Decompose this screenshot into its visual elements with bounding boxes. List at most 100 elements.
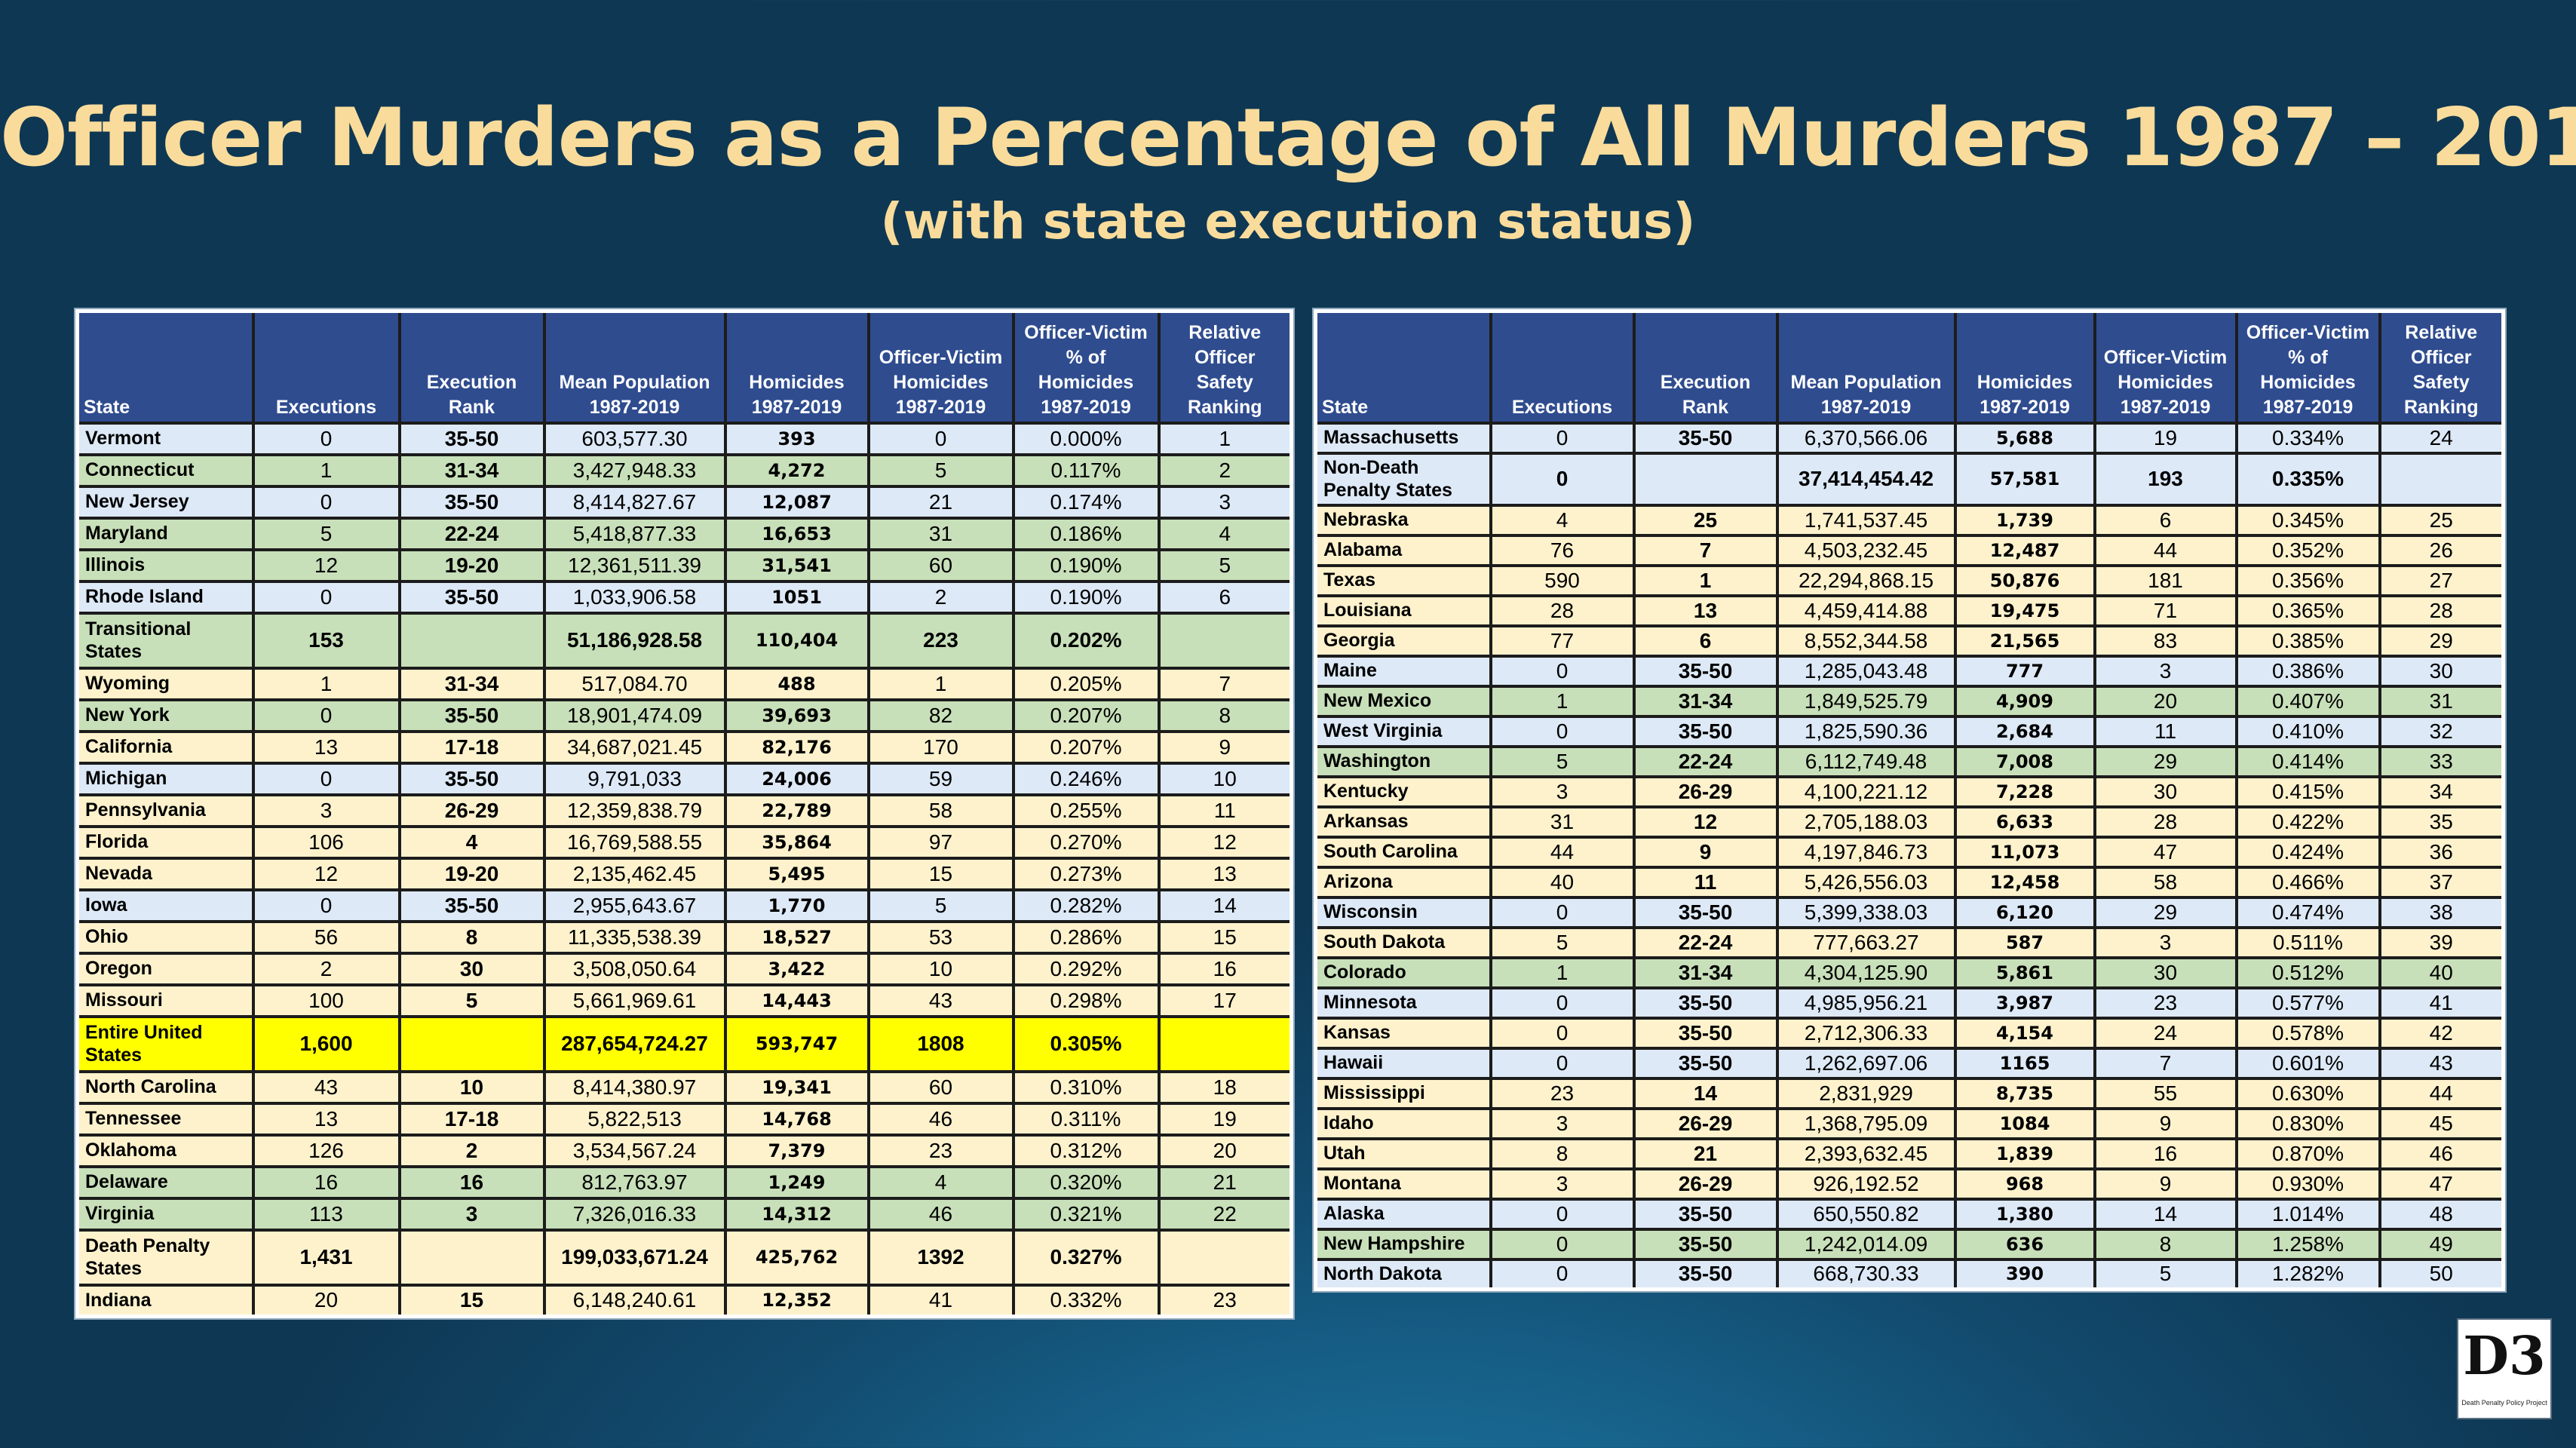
cell-officer-victim-homicides: 58 bbox=[866, 793, 1015, 828]
cell-mean-population: 668,730.33 bbox=[1775, 1257, 1957, 1291]
cell-mean-population: 3,427,948.33 bbox=[542, 452, 727, 488]
cell-executions: 4 bbox=[1489, 503, 1636, 537]
cell-homicides: 21,565 bbox=[1953, 624, 2096, 658]
cell-homicides: 8,735 bbox=[1953, 1076, 2096, 1110]
cell-officer-victim-percent: 0.630% bbox=[2234, 1076, 2381, 1110]
cell-state: New Jersey bbox=[75, 484, 255, 520]
cell-state: New York bbox=[75, 698, 255, 733]
cell-officer-victim-homicides: 24 bbox=[2093, 1016, 2238, 1050]
cell-officer-victim-homicides: 11 bbox=[2093, 714, 2238, 748]
cell-safety-ranking: 50 bbox=[2378, 1257, 2505, 1291]
cell-executions: 43 bbox=[251, 1069, 401, 1105]
cell-state: Montana bbox=[1314, 1167, 1492, 1201]
table-row: Maryland 5 22-24 5,418,877.33 16,653 31 0.186%… bbox=[75, 516, 1293, 551]
cell-state: South Carolina bbox=[1314, 835, 1492, 869]
cell-safety-ranking: 10 bbox=[1157, 761, 1293, 796]
cell-executions: 0 bbox=[1489, 1016, 1636, 1050]
header-officer-victim-homicides: Officer-Victim Homicides 1987-2019 bbox=[866, 309, 1015, 425]
cell-officer-victim-homicides: 9 bbox=[2093, 1167, 2238, 1201]
cell-execution-rank: 30 bbox=[397, 951, 546, 986]
table-row: Utah 8 21 2,393,632.45 1,839 16 0.870% 46 bbox=[1314, 1137, 2505, 1170]
cell-safety-ranking: 8 bbox=[1157, 698, 1293, 733]
table-row: Arkansas 31 12 2,705,188.03 6,633 28 0.422% 35 bbox=[1314, 805, 2505, 839]
cell-executions: 0 bbox=[1489, 1046, 1636, 1080]
table-row: Montana 3 26-29 926,192.52 968 9 0.930% 47 bbox=[1314, 1167, 2505, 1201]
cell-executions: 100 bbox=[251, 983, 401, 1018]
cell-state: Florida bbox=[75, 824, 255, 860]
cell-officer-victim-homicides: 30 bbox=[2093, 956, 2238, 989]
cell-officer-victim-homicides: 82 bbox=[866, 698, 1015, 733]
header-relative-safety-ranking: Relative Officer Safety Ranking bbox=[2378, 309, 2505, 425]
cell-execution-rank: 4 bbox=[397, 824, 546, 860]
cell-execution-rank: 35-50 bbox=[1632, 1257, 1779, 1291]
cell-state: Wisconsin bbox=[1314, 895, 1492, 929]
cell-homicides: 1,739 bbox=[1953, 503, 2096, 537]
cell-execution-rank: 26-29 bbox=[397, 793, 546, 828]
header-relative-safety-ranking: Relative Officer Safety Ranking bbox=[1157, 309, 1293, 425]
cell-officer-victim-percent: 1.014% bbox=[2234, 1197, 2381, 1231]
cell-safety-ranking: 11 bbox=[1157, 793, 1293, 828]
cell-execution-rank: 17-18 bbox=[397, 729, 546, 765]
cell-state: West Virginia bbox=[1314, 714, 1492, 748]
cell-safety-ranking: 3 bbox=[1157, 484, 1293, 520]
cell-execution-rank: 35-50 bbox=[397, 761, 546, 796]
cell-officer-victim-percent: 0.830% bbox=[2234, 1106, 2381, 1140]
table-row: Washington 5 22-24 6,112,749.48 7,008 29 0.414… bbox=[1314, 744, 2505, 778]
table-row: Wyoming 1 31-34 517,084.70 488 1 0.205% 7 bbox=[75, 666, 1293, 701]
cell-executions: 0 bbox=[251, 761, 401, 796]
cell-officer-victim-percent: 0.578% bbox=[2234, 1016, 2381, 1050]
cell-executions: 1 bbox=[251, 452, 401, 488]
cell-mean-population: 8,552,344.58 bbox=[1775, 624, 1957, 658]
table-row: Connecticut 1 31-34 3,427,948.33 4,272 5 0.117… bbox=[75, 452, 1293, 488]
cell-homicides: 14,768 bbox=[723, 1101, 870, 1137]
cell-officer-victim-percent: 0.298% bbox=[1011, 983, 1161, 1018]
cell-safety-ranking: 7 bbox=[1157, 666, 1293, 701]
cell-execution-rank: 26-29 bbox=[1632, 1106, 1779, 1140]
cell-executions: 5 bbox=[1489, 744, 1636, 778]
cell-homicides: 19,475 bbox=[1953, 594, 2096, 627]
cell-mean-population: 4,459,414.88 bbox=[1775, 594, 1957, 627]
table-row: Alabama 76 7 4,503,232.45 12,487 44 0.352% 26 bbox=[1314, 533, 2505, 567]
cell-officer-victim-percent: 0.356% bbox=[2234, 563, 2381, 597]
cell-execution-rank: 5 bbox=[397, 983, 546, 1018]
table-row: Idaho 3 26-29 1,368,795.09 1084 9 0.830% 45 bbox=[1314, 1106, 2505, 1140]
cell-safety-ranking: 19 bbox=[1157, 1101, 1293, 1137]
cell-officer-victim-percent: 1.282% bbox=[2234, 1257, 2381, 1291]
cell-safety-ranking: 34 bbox=[2378, 775, 2505, 808]
header-state: State bbox=[1314, 309, 1492, 425]
cell-homicides: 7,008 bbox=[1953, 744, 2096, 778]
cell-officer-victim-percent: 0.000% bbox=[1011, 421, 1161, 456]
cell-safety-ranking: 38 bbox=[2378, 895, 2505, 929]
cell-homicides: 12,487 bbox=[1953, 533, 2096, 567]
cell-execution-rank: 26-29 bbox=[1632, 775, 1779, 808]
cell-mean-population: 926,192.52 bbox=[1775, 1167, 1957, 1201]
cell-officer-victim-percent: 0.270% bbox=[1011, 824, 1161, 860]
cell-execution-rank: 35-50 bbox=[1632, 986, 1779, 1020]
d3-logo: D3 Death Penalty Policy Project bbox=[2457, 1318, 2552, 1419]
cell-executions: 0 bbox=[1489, 1227, 1636, 1261]
cell-officer-victim-percent: 0.282% bbox=[1011, 888, 1161, 923]
cell-officer-victim-homicides: 43 bbox=[866, 983, 1015, 1018]
cell-mean-population: 812,763.97 bbox=[542, 1164, 727, 1200]
table-row: Delaware 16 16 812,763.97 1,249 4 0.320% 21 bbox=[75, 1164, 1293, 1200]
cell-state: North Dakota bbox=[1314, 1257, 1492, 1291]
cell-officer-victim-percent: 0.334% bbox=[2234, 421, 2381, 455]
cell-officer-victim-percent: 0.410% bbox=[2234, 714, 2381, 748]
cell-officer-victim-homicides: 21 bbox=[866, 484, 1015, 520]
cell-executions: 76 bbox=[1489, 533, 1636, 567]
cell-officer-victim-percent: 0.415% bbox=[2234, 775, 2381, 808]
cell-homicides: 57,581 bbox=[1953, 451, 2096, 507]
cell-officer-victim-homicides: 19 bbox=[2093, 421, 2238, 455]
cell-homicides: 82,176 bbox=[723, 729, 870, 765]
cell-mean-population: 2,393,632.45 bbox=[1775, 1137, 1957, 1170]
cell-executions: 5 bbox=[251, 516, 401, 551]
cell-execution-rank: 11 bbox=[1632, 865, 1779, 899]
cell-officer-victim-percent: 0.292% bbox=[1011, 951, 1161, 986]
cell-officer-victim-homicides: 71 bbox=[2093, 594, 2238, 627]
cell-officer-victim-percent: 0.190% bbox=[1011, 548, 1161, 583]
cell-homicides: 7,379 bbox=[723, 1133, 870, 1168]
state-table-right: State Executions Execution Rank Mean Pop… bbox=[1314, 309, 2505, 1291]
cell-executions: 0 bbox=[251, 484, 401, 520]
cell-executions: 1,600 bbox=[251, 1014, 401, 1073]
cell-safety-ranking: 43 bbox=[2378, 1046, 2505, 1080]
